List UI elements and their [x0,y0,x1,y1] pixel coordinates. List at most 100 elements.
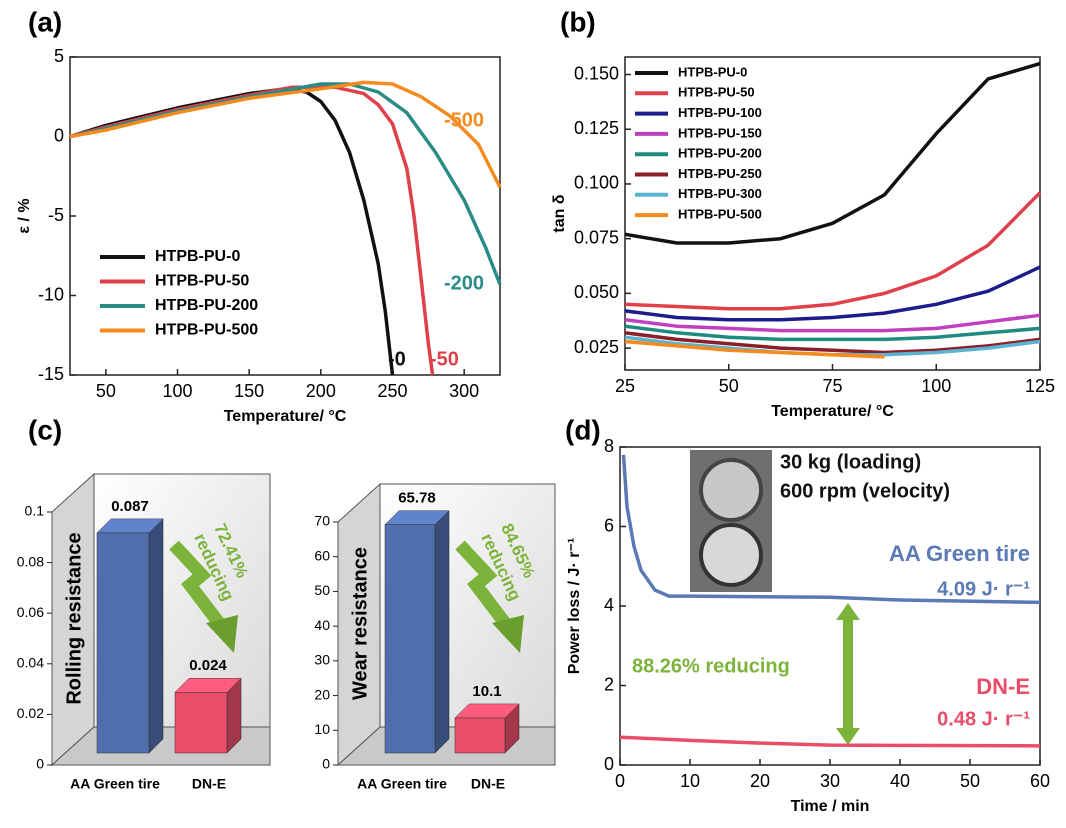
x-tick-label: 200 [306,381,336,401]
y-axis-title: Power loss / J· r⁻¹ [566,538,583,674]
series-line [624,331,1041,355]
y-tick-label: 30 [314,652,330,668]
x-axis-title: Temperature/ °C [224,408,347,425]
series-line [624,313,1041,333]
x-tick-label: AA Green tire [70,776,160,792]
x-tick-label: 50 [96,381,116,401]
y-tick-label: 0.150 [574,63,619,83]
legend-label: HTPB-PU-0 [678,64,747,79]
legend-label: HTPB-PU-0 [155,248,240,265]
value-label: 10.1 [472,683,501,700]
x-tick-label: 100 [921,376,951,396]
legend-label: HTPB-PU-300 [678,186,762,201]
legend-label: HTPB-PU-100 [678,105,762,120]
panel-label: (d) [565,414,601,445]
y-tick-label: 0.025 [574,337,619,357]
arrow-head [836,603,860,620]
y-tick-label: 0 [604,754,614,774]
y-tick-label: 0.04 [17,655,44,671]
annotation: 600 rpm (velocity) [780,480,950,502]
y-tick-label: 50 [314,582,330,598]
y-tick-label: 40 [314,617,330,633]
y-axis-title: Rolling resistance [63,532,85,704]
arrow-head [836,728,860,745]
panel-label: (a) [28,6,62,37]
y-tick-label: 0.1 [25,503,45,519]
series-line [69,80,502,189]
x-tick-label: 10 [680,771,700,791]
bar [454,717,506,754]
x-tick-label: 150 [234,381,264,401]
y-tick-label: 4 [604,595,614,615]
reduce-arrow-head [492,615,524,653]
series-line [619,735,1041,748]
x-tick-label: 40 [890,771,910,791]
x-tick-label: 75 [822,376,842,396]
y-tick-label: 0 [54,125,64,145]
annotation: 30 kg (loading) [780,451,921,473]
x-tick-label: 300 [449,381,479,401]
y-axis-title: tan δ [551,194,568,232]
photo-wheel [699,523,763,587]
y-tick-label: 0.075 [574,227,619,247]
y-tick-label: 0.08 [17,553,44,569]
series-line [624,61,1041,245]
bar [174,692,228,754]
legend-label: HTPB-PU-50 [155,273,249,290]
reduce-arrow [169,540,228,631]
series-line [621,454,1041,605]
bar-side [434,510,450,754]
series-line [624,339,885,359]
y-tick-label: 8 [604,436,614,456]
legend-label: HTPB-PU-250 [678,166,762,181]
x-tick-label: 0 [615,771,625,791]
x-tick-label: 20 [750,771,770,791]
x-tick-label: DN-E [471,776,505,792]
x-tick-label: 250 [377,381,407,401]
y-tick-label: 2 [604,674,614,694]
reduce-arrow [455,540,514,631]
bar-side [148,518,164,754]
bar [384,524,436,754]
photo-wheel [699,458,763,522]
annotation: -50 [430,348,459,370]
x-tick-label: 100 [162,381,192,401]
legend-label: HTPB-PU-50 [678,85,755,100]
bar [96,532,150,754]
x-tick-label: AA Green tire [357,776,447,792]
annotation: -500 [444,109,484,131]
y-tick-label: 0 [322,756,330,772]
series-label: AA Green tire [889,541,1030,566]
y-tick-label: 0.125 [574,118,619,138]
panel-label: (b) [560,6,596,37]
y-axis-title: Wear resistance [349,547,371,700]
y-tick-label: 0 [36,756,44,772]
annotation: -200 [444,272,484,294]
x-tick-label: 25 [615,376,635,396]
y-tick-label: 0.100 [574,173,619,193]
y-tick-label: 0.02 [17,705,44,721]
value-label: 0.087 [111,498,149,515]
series-line [624,324,1041,342]
x-tick-label: DN-E [192,776,226,792]
legend-label: HTPB-PU-500 [678,207,762,222]
y-tick-label: 10 [314,721,330,737]
value-label: 65.78 [398,490,436,507]
y-tick-label: -5 [48,205,64,225]
series-line [624,265,1041,322]
y-tick-label: -15 [38,364,64,384]
y-tick-label: -10 [38,284,64,304]
y-tick-label: 70 [314,513,330,529]
legend-label: HTPB-PU-200 [155,297,258,314]
x-axis-title: Time / min [791,798,870,815]
annotation: 88.26% reducing [632,655,790,677]
y-tick-label: 5 [54,46,64,66]
reduce-arrow-head [206,615,238,653]
legend-label: HTPB-PU-150 [678,125,762,140]
x-tick-label: 30 [820,771,840,791]
x-tick-label: 50 [960,771,980,791]
value-label: 0.024 [189,657,227,674]
series-line [624,191,1042,311]
